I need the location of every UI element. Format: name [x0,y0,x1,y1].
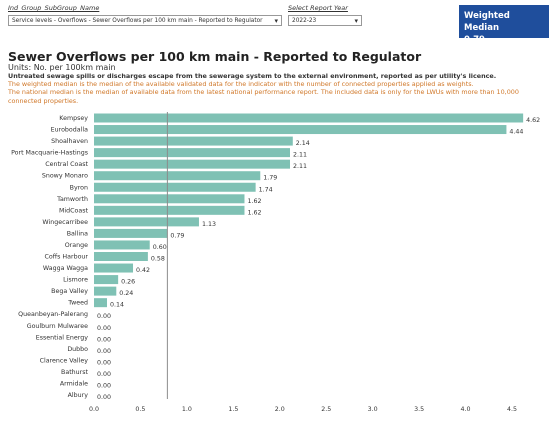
y-tick-label: Armidale [60,380,88,387]
bar [94,240,150,250]
y-tick-label: Orange [65,242,88,249]
y-tick-label: Coffs Harbour [45,254,89,261]
x-tick-label: 2.5 [321,406,331,413]
bar [94,205,245,215]
y-tick-label: Eurobodalla [51,127,88,134]
bar [94,298,108,308]
y-tick-label: MidCoast [59,207,89,214]
notes: The weighted median is the median of the… [8,80,548,105]
description: Untreated sewage spills or discharges es… [8,72,497,80]
value-label: 0.42 [136,267,150,274]
value-label: 1.62 [247,209,261,216]
y-tick-label: Tweed [67,300,88,307]
y-tick-label: Port Macquarie-Hastings [11,150,88,157]
y-tick-label: Snowy Monaro [42,173,88,180]
bar [94,286,117,296]
value-label: 0.79 [170,232,184,239]
x-tick-label: 0.0 [89,406,99,413]
y-tick-label: Shoalhaven [51,138,88,145]
note: The weighted median is the median of the… [8,80,474,88]
chart-subtitle: Units: No. per 100km main [8,63,116,72]
value-label: 1.74 [259,186,273,193]
y-tick-label: Clarence Valley [40,357,89,364]
bar [94,159,290,169]
y-tick-label: Albury [68,392,89,399]
value-label: 4.44 [509,129,523,136]
x-tick-label: 2.0 [275,406,285,413]
bar [94,136,293,146]
y-tick-label: Kempsey [59,115,88,122]
x-tick-label: 3.5 [414,406,424,413]
median-value: 0.79 [464,35,485,45]
value-label: 1.13 [202,221,216,228]
y-tick-label: Queanbeyan-Palerang [18,311,88,318]
value-label: 0.00 [97,336,111,343]
value-label: 2.11 [293,163,307,170]
y-tick-label: Tamworth [56,196,88,203]
x-tick-label: 3.0 [368,406,378,413]
y-tick-label: Wingecarribee [42,219,88,226]
value-label: 0.00 [97,382,111,389]
y-tick-label: Goulburn Mulwaree [27,323,88,330]
bar [94,182,256,192]
value-label: 2.11 [293,152,307,159]
value-label: 0.00 [97,313,111,320]
filter-dropdown[interactable]: 2022-23 [288,15,362,26]
value-label: 0.14 [110,302,124,309]
bar [94,148,290,158]
x-tick-label: 4.5 [507,406,517,413]
y-tick-label: Wagga Wagga [43,265,88,272]
value-label: 0.00 [97,394,111,401]
x-tick-label: 1.5 [228,406,238,413]
bar [94,194,245,204]
value-label: 0.00 [97,348,111,355]
y-tick-label: Bega Valley [51,288,88,295]
y-tick-label: Lismore [63,277,88,284]
x-tick-label: 0.5 [135,406,145,413]
value-label: 0.60 [153,244,167,251]
bar [94,252,148,261]
value-label: 0.00 [97,359,111,366]
bar [94,275,119,285]
value-label: 0.24 [119,290,133,297]
bar [94,113,524,123]
value-label: 0.58 [151,256,165,263]
median-label: Weighted Median [464,11,510,33]
bar [94,217,199,227]
chart-title: Sewer Overflows per 100 km main - Report… [8,49,422,64]
y-tick-label: Ballina [67,230,88,237]
value-label: 1.79 [263,175,277,182]
bar [94,263,134,273]
filter-label: Ind_Group_SubGroup_Name [8,4,100,12]
filter-label: Select Report Year [288,4,348,12]
value-label: 0.00 [97,371,111,378]
x-tick-label: 4.0 [461,406,471,413]
value-label: 2.14 [296,140,310,147]
value-label: 1.62 [247,198,261,205]
bar [94,171,261,181]
value-label: 0.00 [97,325,111,332]
bar [94,228,168,238]
note: The national median is the median of ava… [8,88,519,105]
bar [94,125,507,135]
y-tick-label: Byron [70,184,88,191]
filter-dropdown[interactable]: Service levels - Overflows - Sewer Overf… [8,15,282,26]
value-label: 4.62 [526,117,540,124]
y-tick-label: Dubbo [67,346,88,353]
y-tick-label: Essential Energy [36,334,89,341]
y-tick-label: Bathurst [61,369,88,376]
value-label: 0.26 [121,279,135,286]
y-tick-label: Central Coast [45,161,88,168]
median-card: Weighted Median 0.79 [459,5,549,45]
x-tick-label: 1.0 [182,406,192,413]
